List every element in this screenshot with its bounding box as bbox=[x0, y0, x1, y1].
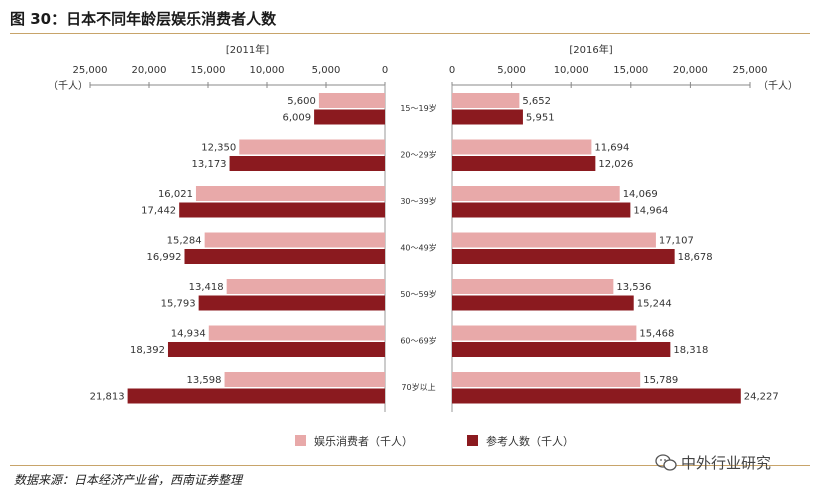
left-tick-label: 10,000 bbox=[250, 65, 285, 76]
age-category-label: 70岁以上 bbox=[401, 382, 435, 392]
right-tick-label: 15,000 bbox=[613, 65, 648, 76]
right-tick-label: 10,000 bbox=[554, 65, 589, 76]
age-category-label: 40～49岁 bbox=[400, 243, 436, 253]
bar-2016-entertainment bbox=[452, 279, 614, 294]
bar-label-2011-entertainment: 12,350 bbox=[201, 143, 236, 154]
bar-2011-reference bbox=[167, 342, 385, 357]
footer-rule bbox=[10, 465, 810, 466]
bar-2016-reference bbox=[452, 388, 741, 404]
bar-label-2016-reference: 14,964 bbox=[633, 206, 668, 217]
bar-2011-reference bbox=[127, 388, 385, 404]
bar-label-2016-reference: 18,678 bbox=[678, 252, 713, 263]
legend-label-reference: 参考人数（千人） bbox=[486, 434, 574, 448]
bar-label-2016-reference: 18,318 bbox=[673, 345, 708, 356]
bar-2016-entertainment bbox=[452, 93, 520, 108]
age-category-label: 30～39岁 bbox=[400, 196, 436, 206]
bar-2016-reference bbox=[452, 156, 596, 171]
bar-2011-entertainment bbox=[318, 93, 385, 108]
bar-label-2011-reference: 6,009 bbox=[282, 113, 311, 124]
age-category-label: 50～59岁 bbox=[400, 289, 436, 299]
legend-swatch-entertainment bbox=[295, 435, 306, 446]
bar-2011-reference bbox=[184, 249, 385, 264]
bar-label-2016-entertainment: 17,107 bbox=[659, 236, 694, 247]
age-category-label: 60～69岁 bbox=[400, 336, 436, 346]
bar-label-2011-entertainment: 5,600 bbox=[287, 96, 316, 107]
right-tick-label: 5,000 bbox=[497, 65, 526, 76]
bar-2011-entertainment bbox=[208, 325, 385, 341]
bar-2016-entertainment bbox=[452, 139, 592, 155]
bar-2011-entertainment bbox=[226, 279, 385, 294]
right-tick-label: 0 bbox=[449, 65, 455, 76]
bar-label-2011-entertainment: 14,934 bbox=[171, 329, 206, 340]
bar-2016-reference bbox=[452, 295, 634, 311]
bar-2011-reference bbox=[314, 109, 385, 125]
legend-swatch-reference bbox=[467, 435, 478, 446]
bar-label-2011-reference: 16,992 bbox=[146, 252, 181, 263]
bar-2016-entertainment bbox=[452, 372, 641, 387]
bar-2011-entertainment bbox=[239, 139, 385, 155]
right-tick-label: 20,000 bbox=[673, 65, 708, 76]
left-tick-label: 0 bbox=[382, 65, 388, 76]
bar-2011-entertainment bbox=[204, 232, 385, 248]
bar-label-2011-reference: 13,173 bbox=[192, 159, 227, 170]
figure-title: 图 30：日本不同年龄层娱乐消费者人数 bbox=[10, 10, 277, 28]
bar-label-2011-entertainment: 16,021 bbox=[158, 189, 193, 200]
bar-2016-reference bbox=[452, 109, 523, 125]
bar-2011-reference bbox=[198, 295, 385, 311]
right-panel-title: [2016年] bbox=[569, 43, 612, 56]
bar-label-2011-reference: 17,442 bbox=[141, 206, 176, 217]
bar-label-2016-entertainment: 15,789 bbox=[643, 375, 678, 386]
bar-label-2011-entertainment: 13,418 bbox=[189, 282, 224, 293]
wechat-icon bbox=[655, 453, 677, 471]
legend-label-entertainment: 娱乐消费者（千人） bbox=[314, 434, 413, 448]
left-tick-label: 25,000 bbox=[73, 65, 108, 76]
left-tick-label: 5,000 bbox=[312, 65, 341, 76]
watermark: 中外行业研究 bbox=[655, 452, 771, 473]
bar-2016-entertainment bbox=[452, 186, 620, 201]
bar-label-2016-entertainment: 13,536 bbox=[616, 282, 651, 293]
right-tick-label: 25,000 bbox=[733, 65, 768, 76]
age-category-label: 20～29岁 bbox=[400, 150, 436, 160]
bar-label-2016-entertainment: 15,468 bbox=[639, 329, 674, 340]
bar-label-2016-reference: 15,244 bbox=[637, 299, 672, 310]
bar-2011-reference bbox=[229, 156, 385, 171]
watermark-text: 中外行业研究 bbox=[681, 454, 772, 472]
bar-2011-reference bbox=[179, 202, 385, 218]
bar-label-2016-entertainment: 11,694 bbox=[594, 143, 629, 154]
source-note: 数据来源：日本经济产业省，西南证券整理 bbox=[14, 473, 243, 487]
bar-2016-reference bbox=[452, 342, 671, 357]
bar-label-2011-reference: 15,793 bbox=[161, 299, 196, 310]
bar-label-2016-reference: 12,026 bbox=[598, 159, 633, 170]
bar-2011-entertainment bbox=[224, 372, 385, 387]
bar-2011-entertainment bbox=[195, 186, 385, 201]
bar-2016-reference bbox=[452, 249, 675, 264]
left-unit-label: （千人） bbox=[48, 80, 88, 92]
bar-2016-entertainment bbox=[452, 232, 656, 248]
left-tick-label: 15,000 bbox=[191, 65, 226, 76]
right-unit-label: （千人） bbox=[758, 80, 798, 92]
title-rule bbox=[10, 33, 810, 34]
bar-label-2011-entertainment: 13,598 bbox=[187, 375, 222, 386]
left-tick-label: 20,000 bbox=[132, 65, 167, 76]
bar-label-2016-entertainment: 5,652 bbox=[522, 96, 551, 107]
bar-label-2011-reference: 21,813 bbox=[90, 392, 125, 403]
bar-label-2016-reference: 24,227 bbox=[744, 392, 779, 403]
bar-label-2016-reference: 5,951 bbox=[526, 113, 555, 124]
age-category-label: 15～19岁 bbox=[400, 103, 436, 113]
bar-2016-reference bbox=[452, 202, 631, 218]
bar-label-2011-entertainment: 15,284 bbox=[167, 236, 202, 247]
bar-2016-entertainment bbox=[452, 325, 637, 341]
bar-label-2011-reference: 18,392 bbox=[130, 345, 165, 356]
left-panel-title: [2011年] bbox=[226, 43, 269, 56]
bar-label-2016-entertainment: 14,069 bbox=[623, 189, 658, 200]
